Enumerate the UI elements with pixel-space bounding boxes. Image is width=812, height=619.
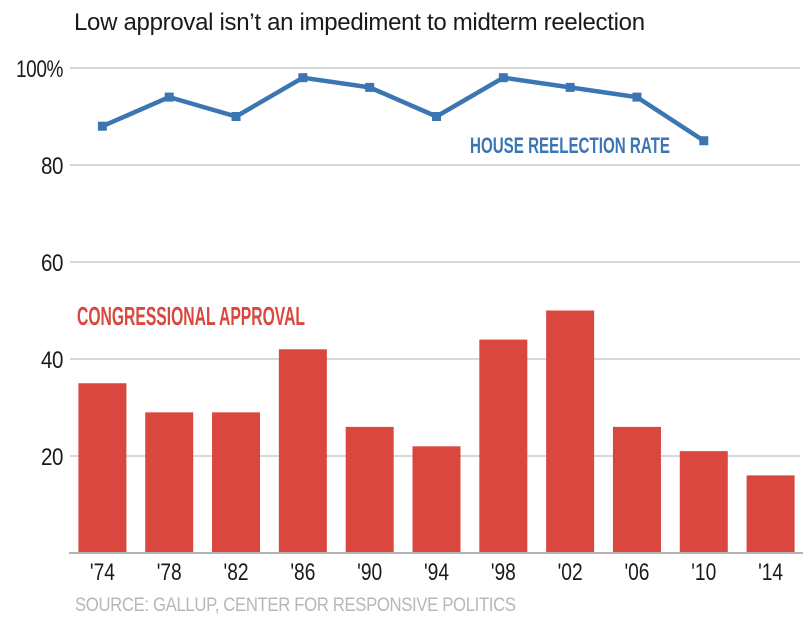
bar [612, 426, 661, 553]
y-tick-label: 60 [41, 250, 63, 277]
y-gridlines [70, 67, 800, 457]
line-point-marker [298, 73, 308, 83]
bar [212, 412, 261, 553]
line-point-marker [565, 82, 575, 92]
line-point-marker [498, 73, 508, 83]
x-tick-label: '98 [491, 559, 516, 586]
x-tick-label: '78 [157, 559, 182, 586]
bar [479, 339, 528, 553]
bar [679, 451, 728, 553]
x-tick-label: '86 [290, 559, 315, 586]
x-tick-label: '06 [624, 559, 649, 586]
line-point-markers [97, 73, 709, 146]
y-tick-label: 20 [41, 444, 63, 471]
line-point-marker [231, 112, 241, 121]
line-point-marker [432, 112, 441, 121]
line-point-marker [699, 136, 709, 146]
x-tick-label: '14 [758, 559, 783, 586]
source-credit: SOURCE: GALLUP, CENTER FOR RESPONSIVE PO… [75, 595, 516, 616]
y-tick-label: 40 [41, 347, 63, 374]
x-tick-label: '94 [424, 559, 449, 586]
bar [145, 412, 194, 553]
bar [78, 383, 127, 553]
line-point-marker [365, 82, 375, 92]
chart-title: Low approval isn’t an impediment to midt… [74, 9, 645, 36]
bar [546, 310, 595, 553]
x-tick-label: '74 [90, 559, 115, 586]
y-tick-labels: 100% 80 60 40 20 [16, 56, 64, 471]
reelection-line [101, 75, 706, 143]
x-tick-label: '82 [224, 559, 249, 586]
series-label-congressional-approval: CONGRESSIONAL APPROVAL [77, 301, 305, 331]
bar [345, 426, 394, 553]
bar [746, 475, 795, 553]
series-label-house-reelection: HOUSE REELECTION RATE [470, 133, 670, 158]
x-tick-label: '02 [558, 559, 583, 586]
line-point-marker [97, 121, 107, 131]
approval-bars [78, 310, 795, 553]
x-tick-label: '10 [691, 559, 716, 586]
line-point-marker [164, 92, 174, 102]
y-tick-label: 100% [16, 56, 63, 83]
y-tick-label: 80 [41, 153, 63, 180]
bar [278, 349, 327, 553]
x-tick-labels: '74 '78 '82 '86 '90 '94 '98 '02 '06 '10 '14 [90, 559, 783, 586]
bar [412, 446, 461, 553]
line-point-marker [632, 92, 642, 102]
x-tick-label: '90 [357, 559, 382, 586]
